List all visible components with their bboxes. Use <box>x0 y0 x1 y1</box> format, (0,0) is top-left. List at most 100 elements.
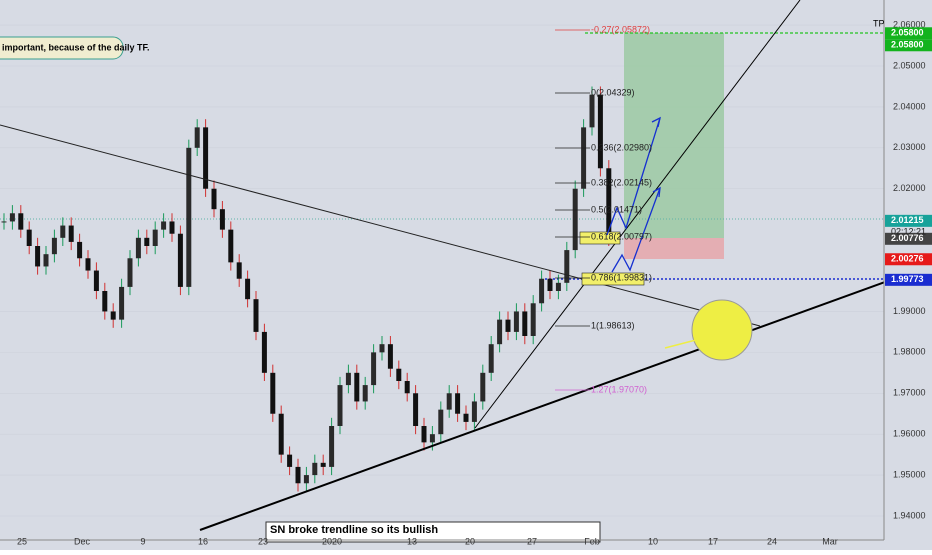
target-zone <box>624 33 724 238</box>
candle <box>135 237 141 259</box>
price-tick-label: 2.06000 <box>893 19 926 29</box>
price-tick-label: 2.04000 <box>893 101 926 111</box>
time-label: 24 <box>767 536 777 546</box>
footer-text: SN broke trendline so its bullish <box>270 524 438 536</box>
price-tag-label: 2.05800 <box>891 28 924 38</box>
candle <box>597 94 603 169</box>
price-tag-label: 2.00276 <box>891 254 924 264</box>
price-tag <box>885 39 932 52</box>
time-label: 25 <box>17 536 27 546</box>
candle <box>455 393 461 414</box>
candle <box>471 401 477 422</box>
candle <box>564 250 570 283</box>
price-tag <box>885 214 932 227</box>
trendline <box>474 0 801 429</box>
candle <box>303 475 309 484</box>
price-tag-label: 2.01215 <box>891 215 924 225</box>
time-label: 2020 <box>322 536 342 546</box>
candle <box>68 225 74 242</box>
candle <box>186 147 192 287</box>
trendline <box>199 264 932 531</box>
price-tick-label: 1.96000 <box>893 429 926 439</box>
arrow <box>606 117 661 236</box>
candle <box>446 393 452 410</box>
candle <box>354 372 360 402</box>
candle <box>51 237 57 255</box>
note-box <box>0 36 124 60</box>
fib-label: 0.382(2.02145) <box>591 177 652 187</box>
highlight-circle <box>691 299 753 361</box>
candle <box>177 233 183 287</box>
time-label: 9 <box>140 536 145 546</box>
candle <box>127 258 133 287</box>
candle <box>488 344 494 373</box>
candle <box>253 299 259 332</box>
candle <box>404 380 410 394</box>
note-text: important, because of the daily TF. <box>2 42 150 52</box>
price-tick-label: 2.02000 <box>893 183 926 193</box>
price-tag <box>885 232 932 245</box>
candle <box>169 221 175 234</box>
candle <box>438 409 444 435</box>
candle <box>589 94 595 128</box>
candle <box>152 229 158 246</box>
candle <box>421 425 427 443</box>
fib-label: 0.5(2.01471) <box>591 204 642 214</box>
candle <box>581 127 587 189</box>
candle <box>337 385 343 426</box>
candle <box>547 278 553 291</box>
arrow-head <box>651 116 661 128</box>
candle <box>413 393 419 426</box>
candle <box>513 311 519 332</box>
candle <box>396 368 402 381</box>
candle <box>194 127 200 148</box>
candle <box>572 188 578 251</box>
candle <box>312 462 318 476</box>
price-tag <box>885 27 932 40</box>
time-label: 13 <box>407 536 417 546</box>
price-tick-label: 1.98000 <box>893 347 926 357</box>
candle <box>345 372 351 386</box>
countdown: 02:12:21 <box>891 226 926 236</box>
fib-label: 0.618(2.00797) <box>591 231 652 241</box>
candle <box>261 331 267 373</box>
fib-label: 0(2.04329) <box>591 87 635 97</box>
price-tag <box>885 273 932 286</box>
candle <box>539 278 545 304</box>
candle <box>228 229 234 263</box>
price-tick-label: 1.95000 <box>893 469 926 479</box>
zone <box>581 272 645 286</box>
price-tick-label: 1.97000 <box>893 388 926 398</box>
candle <box>93 270 99 291</box>
candle <box>270 372 276 414</box>
zone <box>579 231 621 245</box>
candle <box>505 319 511 332</box>
footer-box <box>265 521 601 543</box>
arrow <box>611 187 661 273</box>
stop-zone <box>624 238 724 259</box>
candle <box>161 221 167 230</box>
candle <box>287 454 293 467</box>
time-label: Feb <box>584 536 600 546</box>
candle <box>1 221 7 223</box>
candle <box>530 303 536 336</box>
tp-label: TP <box>873 18 885 28</box>
time-label: Mar <box>822 536 838 546</box>
arrow-head <box>652 186 661 198</box>
candle <box>278 413 284 455</box>
time-label: 10 <box>648 536 658 546</box>
candle <box>387 344 393 369</box>
candle <box>43 254 49 267</box>
time-label: Dec <box>74 536 91 546</box>
candle <box>245 278 251 300</box>
candle <box>480 372 486 402</box>
fib-label: 1(1.98613) <box>591 320 635 330</box>
candle <box>497 319 503 345</box>
candles <box>1 86 612 492</box>
candle <box>522 311 528 336</box>
candle <box>329 425 335 467</box>
candle <box>362 385 368 402</box>
candle <box>606 168 612 238</box>
